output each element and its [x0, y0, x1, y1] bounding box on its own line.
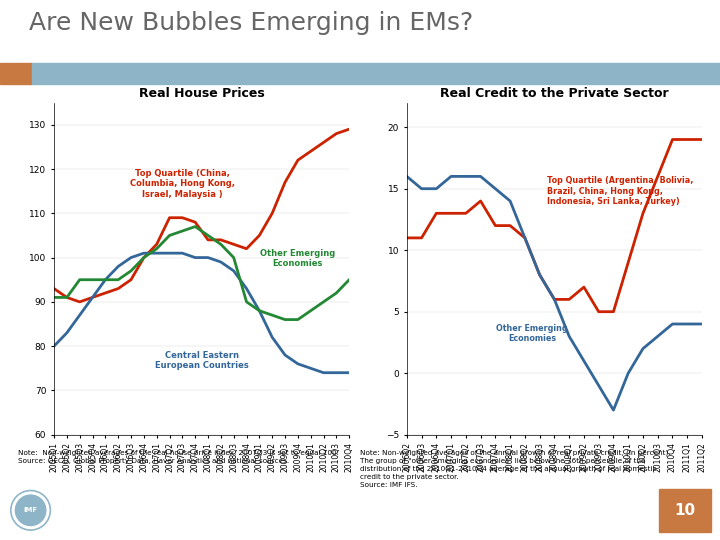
Text: Central Eastern
European Countries: Central Eastern European Countries — [155, 350, 248, 370]
Circle shape — [15, 495, 46, 525]
Text: IMF: IMF — [24, 507, 37, 514]
Text: Top Quartile (China,
Columbia, Hong Kong,
Israel, Malaysia ): Top Quartile (China, Columbia, Hong Kong… — [130, 169, 235, 199]
Bar — [659, 489, 711, 532]
Text: Other Emerging
Economies: Other Emerging Economies — [497, 324, 568, 343]
Text: Other Emerging
Economies: Other Emerging Economies — [260, 249, 336, 268]
Text: 10: 10 — [674, 503, 696, 518]
Circle shape — [12, 492, 49, 529]
Text: Top Quartile (Argentina, Bolivia,
Brazil, China, Hong Kong,
Indonesia, Sri Lanka: Top Quartile (Argentina, Bolivia, Brazil… — [547, 177, 693, 206]
Circle shape — [11, 490, 50, 530]
Text: Are New Bubbles Emerging in EMs?: Are New Bubbles Emerging in EMs? — [29, 11, 473, 35]
Text: Note: Non-weighted averages of the annual growth of real private credit, (in per: Note: Non-weighted averages of the annua… — [360, 450, 670, 488]
Bar — [0, 63, 32, 84]
Text: Note:  Non-weighted averages of the real house price index. 2007Q3 is set to equ: Note: Non-weighted averages of the real … — [18, 450, 339, 464]
Title: Real Credit to the Private Sector: Real Credit to the Private Sector — [440, 87, 669, 100]
Title: Real House Prices: Real House Prices — [139, 87, 264, 100]
